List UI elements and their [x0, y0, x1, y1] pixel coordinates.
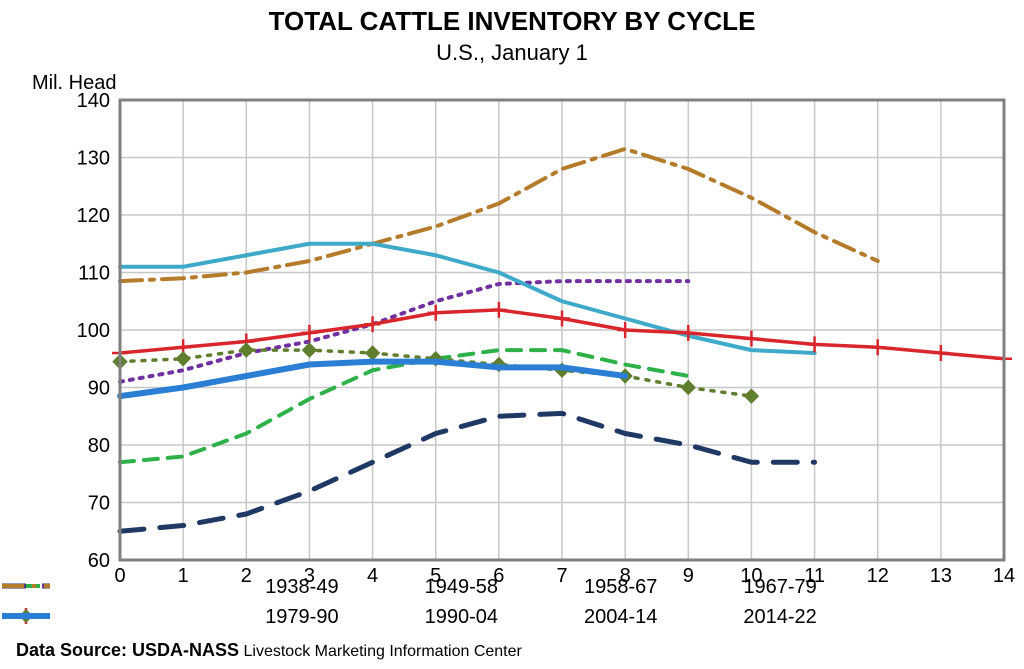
chart-container: TOTAL CATTLE INVENTORY BY CYCLE U.S., Ja… [0, 0, 1024, 669]
legend-swatch [367, 578, 419, 598]
svg-text:60: 60 [88, 550, 110, 572]
legend-swatch [685, 608, 737, 628]
legend-label: 1990-04 [425, 606, 498, 629]
data-source-rest: Livestock Marketing Information Center [239, 643, 522, 660]
data-source: Data Source: USDA-NASS Livestock Marketi… [16, 640, 522, 661]
legend-label: 2014-22 [743, 606, 816, 629]
legend-item: 1938-49 [207, 576, 338, 599]
legend-row-1: 1938-49 1949-58 1958-67 1967-79 [0, 576, 1024, 599]
legend-item: 2014-22 [685, 606, 816, 629]
legend-item: 1958-67 [526, 576, 657, 599]
chart-svg: 0123456789101112131460708090100110120130… [0, 0, 1024, 669]
svg-text:90: 90 [88, 378, 110, 400]
legend-swatch [526, 608, 578, 628]
legend-item: 1949-58 [367, 576, 498, 599]
svg-text:110: 110 [78, 263, 110, 285]
legend-item: 1990-04 [367, 606, 498, 629]
legend-label: 1979-90 [265, 606, 338, 629]
legend-swatch [367, 608, 419, 628]
svg-text:140: 140 [77, 90, 110, 112]
svg-text:70: 70 [88, 493, 110, 515]
legend-label: 1967-79 [743, 576, 816, 599]
legend-label: 1949-58 [425, 576, 498, 599]
svg-text:80: 80 [88, 435, 110, 457]
legend-swatch [685, 578, 737, 598]
legend-label: 1938-49 [265, 576, 338, 599]
legend-swatch [207, 578, 259, 598]
legend-label: 2004-14 [584, 606, 657, 629]
legend-item: 2004-14 [526, 606, 657, 629]
svg-text:130: 130 [77, 148, 110, 170]
legend-label: 1958-67 [584, 576, 657, 599]
legend-swatch [526, 578, 578, 598]
data-source-bold: Data Source: USDA-NASS [16, 640, 239, 660]
legend-item: 1979-90 [207, 606, 338, 629]
legend-row-2: 1979-90 1990-04 2004-14 2014-22 [0, 606, 1024, 629]
svg-text:120: 120 [77, 205, 110, 227]
svg-text:100: 100 [77, 320, 110, 342]
legend-item: 1967-79 [685, 576, 816, 599]
legend-swatch [207, 608, 259, 628]
